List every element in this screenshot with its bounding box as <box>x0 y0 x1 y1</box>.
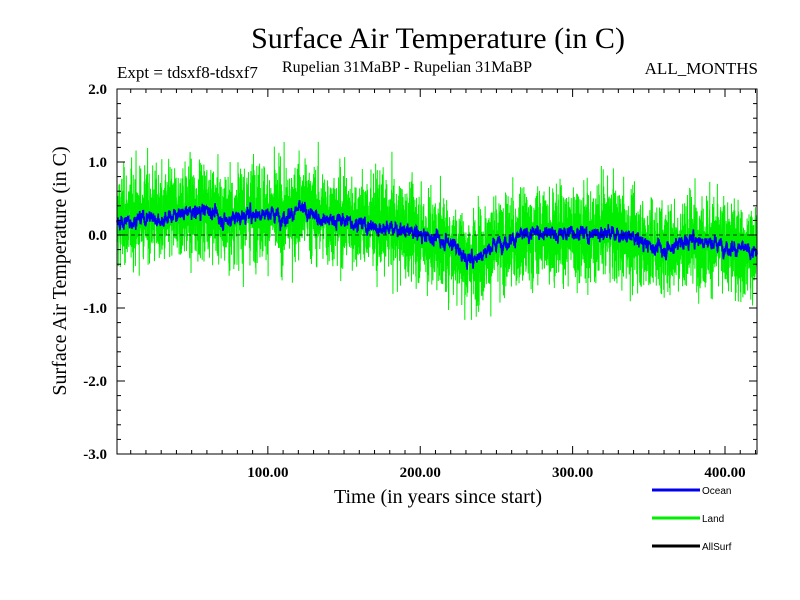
series-line-ocean <box>116 200 758 270</box>
legend-label-allsurf: AllSurf <box>702 542 732 553</box>
y-axis-label: Surface Air Temperature (in C) <box>49 146 71 395</box>
series-line-land <box>116 141 758 320</box>
plot-frame <box>116 88 758 455</box>
y-tick-label: -3.0 <box>83 447 107 463</box>
x-tick-label: 100.00 <box>247 465 288 481</box>
y-tick-label: 2.0 <box>88 82 107 98</box>
x-tick-label: 400.00 <box>704 465 745 481</box>
y-tick-label: 1.0 <box>88 155 107 171</box>
legend: Ocean Land AllSurf <box>652 486 732 553</box>
months-label: ALL_MONTHS <box>645 59 758 78</box>
y-tick-label: -2.0 <box>83 374 107 390</box>
plot-area: -3.0 -2.0 -1.0 0.0 1.0 2.0 100.00 200.00 300.00 4… <box>83 82 758 481</box>
legend-label-land: Land <box>702 514 724 525</box>
chart-title: Surface Air Temperature (in C) <box>251 22 625 55</box>
legend-label-ocean: Ocean <box>702 486 731 497</box>
x-axis-label: Time (in years since start) <box>334 486 542 508</box>
y-tick-label: -1.0 <box>83 301 107 317</box>
x-tick-label: 300.00 <box>552 465 593 481</box>
experiment-label: Expt = tdsxf8-tdsxf7 <box>117 63 258 82</box>
y-tick-label: 0.0 <box>88 228 107 244</box>
period-label: Rupelian 31MaBP - Rupelian 31MaBP <box>282 59 532 76</box>
x-tick-label: 200.00 <box>400 465 441 481</box>
